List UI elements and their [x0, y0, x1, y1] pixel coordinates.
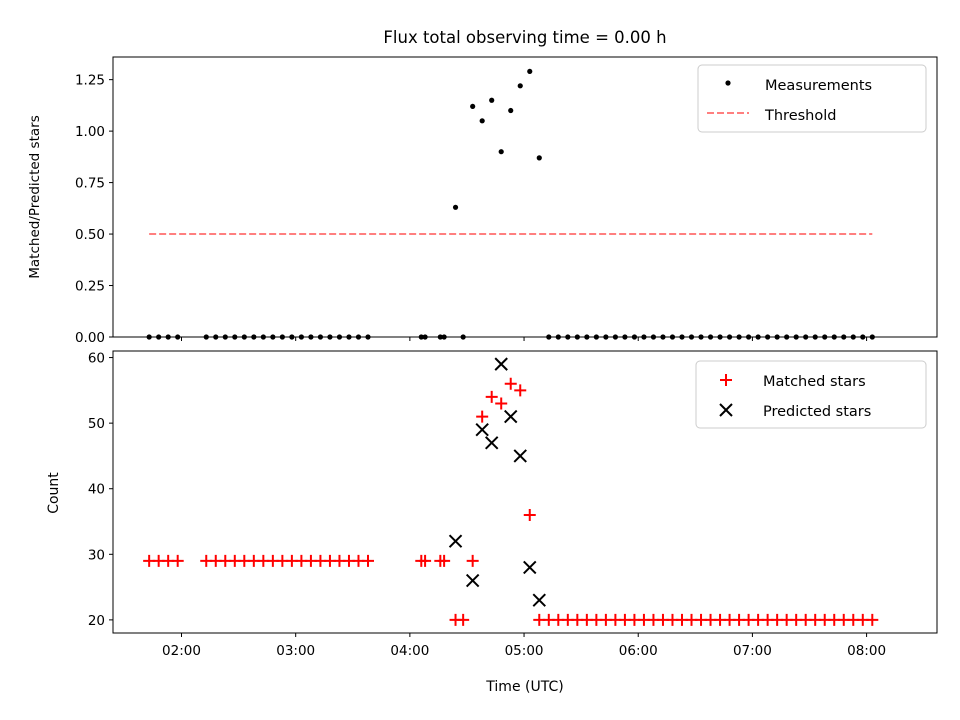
y-tick-label: 40 — [88, 482, 105, 498]
measurement-point — [452, 204, 459, 210]
matched-stars-point — [419, 554, 432, 567]
bottom-panel: Count Time (UTC) 20 30 40 50 60 02:00 03:00 04… — [46, 350, 938, 695]
x-tick-label: 06:00 — [619, 643, 658, 659]
y-tick-label: 0.00 — [75, 330, 105, 346]
x-tick-label: 02:00 — [162, 643, 201, 659]
predicted-stars-point — [484, 436, 499, 450]
top-panel-title: Flux total observing time = 0.00 h — [383, 28, 666, 47]
legend-label-threshold: Threshold — [764, 108, 836, 124]
matched-stars-point — [514, 384, 527, 397]
x-tick-label: 03:00 — [276, 643, 315, 659]
top-panel-frame — [112, 56, 938, 338]
measurement-point — [489, 97, 495, 103]
bottom-panel-x-axis-label: Time (UTC) — [485, 679, 563, 695]
top-panel-y-axis-label: Matched/Predicted stars — [27, 115, 43, 278]
y-tick-label: 20 — [88, 613, 105, 629]
predicted-stars-point — [504, 409, 518, 424]
predicted-stars-point — [513, 449, 527, 463]
top-legend-box — [697, 64, 927, 133]
x-tick-label: 05:00 — [505, 643, 544, 659]
y-tick-label: 0.50 — [75, 227, 105, 243]
predicted-stars-point — [475, 422, 489, 437]
predicted-stars-point — [523, 560, 537, 575]
matched-stars-point — [504, 377, 517, 390]
y-tick-label: 1.25 — [75, 73, 105, 89]
bottom-legend-box — [695, 360, 927, 429]
legend-label-predicted-stars: Predicted stars — [763, 404, 871, 420]
measurement-point — [508, 107, 514, 114]
measurement-point — [498, 149, 504, 155]
y-tick-label: 30 — [88, 547, 105, 563]
legend-label-measurements: Measurements — [765, 78, 872, 94]
bottom-panel-y-ticks: 20 30 40 50 60 — [88, 351, 113, 629]
legend-label-matched-stars: Matched stars — [763, 374, 866, 390]
measurement-point — [479, 118, 485, 124]
top-panel-y-ticks: 0.00 0.25 0.50 0.75 1.00 1.25 — [75, 73, 113, 346]
measurement-point — [536, 155, 542, 161]
predicted-stars-point — [465, 573, 480, 588]
measurement-point — [517, 83, 523, 89]
matched-stars-point — [485, 390, 498, 403]
predicted-stars-point — [494, 357, 508, 371]
legend-marker-predicted-stars — [719, 403, 733, 417]
matched-stars-point — [866, 613, 879, 626]
x-tick-label: 04:00 — [390, 643, 429, 659]
predicted-stars-point — [532, 593, 546, 607]
matched-stars-point — [171, 554, 184, 567]
top-legend: Measurements Threshold — [697, 64, 927, 133]
x-tick-label: 07:00 — [733, 643, 772, 659]
y-tick-label: 0.25 — [75, 279, 105, 295]
measurement-point — [527, 68, 533, 75]
matched-stars-point — [476, 410, 489, 423]
legend-marker-matched-stars — [720, 374, 732, 386]
y-tick-label: 60 — [88, 351, 105, 367]
y-tick-label: 1.00 — [75, 124, 105, 140]
bottom-panel-y-axis-label: Count — [46, 472, 62, 514]
top-panel-x-ticks — [181, 337, 868, 341]
top-panel: Flux total observing time = 0.00 h Match… — [27, 28, 938, 346]
legend-marker-measurements — [725, 80, 731, 86]
matched-stars-point — [457, 613, 470, 626]
matched-stars-point — [495, 397, 508, 410]
matched-stars-point — [466, 554, 479, 567]
matched-stars-point — [438, 554, 451, 567]
measurement-point — [470, 103, 476, 110]
matched-stars-point — [523, 508, 536, 521]
bottom-panel-marks — [143, 357, 879, 626]
x-tick-label: 08:00 — [847, 643, 886, 659]
y-tick-label: 0.75 — [75, 176, 105, 192]
y-tick-label: 50 — [88, 416, 105, 432]
matched-stars-point — [362, 554, 375, 567]
bottom-panel-x-ticks: 02:00 03:00 04:00 05:00 06:00 07:00 08:00 — [162, 633, 886, 659]
bottom-panel-frame — [112, 350, 938, 634]
predicted-stars-point — [448, 534, 463, 548]
bottom-legend: Matched stars Predicted stars — [695, 360, 927, 429]
